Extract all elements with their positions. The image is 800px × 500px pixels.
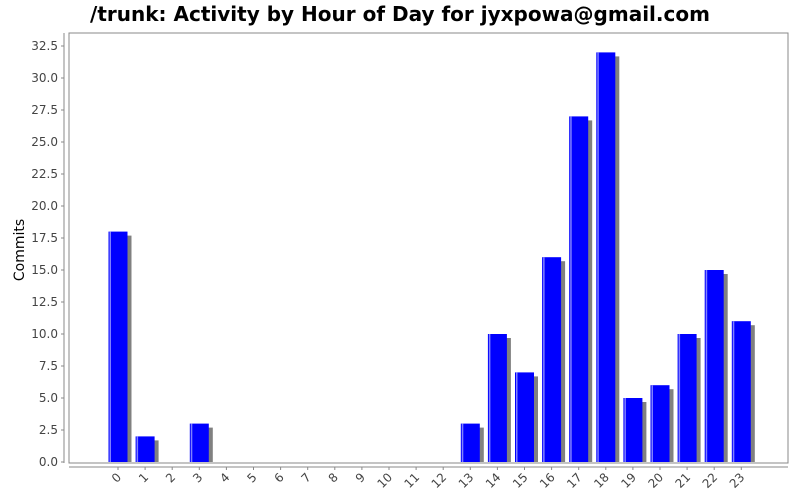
bar bbox=[460, 423, 480, 462]
x-tick-label: 11 bbox=[402, 470, 423, 491]
y-tick-label: 15.0 bbox=[31, 263, 58, 277]
bar-highlight bbox=[570, 116, 572, 463]
bar-highlight bbox=[488, 334, 491, 462]
x-tick-label: 7 bbox=[299, 470, 314, 485]
x-tick-label: 22 bbox=[700, 470, 721, 491]
x-tick-label: 10 bbox=[374, 470, 395, 491]
bar bbox=[623, 398, 643, 462]
y-tick-label: 17.5 bbox=[31, 231, 58, 245]
bar bbox=[542, 257, 562, 462]
bar-highlight bbox=[705, 270, 708, 462]
bar-highlight bbox=[597, 52, 599, 463]
y-tick-label: 5.0 bbox=[39, 391, 58, 405]
bar bbox=[704, 270, 724, 462]
x-tick-label: 21 bbox=[673, 470, 694, 491]
bar bbox=[189, 423, 209, 462]
x-tick-label: 17 bbox=[564, 470, 585, 491]
y-tick-label: 7.5 bbox=[39, 359, 58, 373]
bar-highlight bbox=[516, 372, 518, 462]
x-tick-label: 4 bbox=[217, 470, 232, 485]
x-tick-label: 5 bbox=[244, 470, 259, 485]
x-tick-label: 13 bbox=[456, 470, 477, 491]
bar bbox=[569, 116, 589, 463]
x-axis: 0 1 2 3 4 5 6 7 8 9 10 11 12 13 14 15 16 17 18 19 20 21 22 23 bbox=[69, 466, 788, 491]
bar bbox=[108, 231, 128, 462]
chart-title: /trunk: Activity by Hour of Day for jyxp… bbox=[90, 2, 710, 26]
x-tick-label: 20 bbox=[645, 470, 666, 491]
y-tick-label: 20.0 bbox=[31, 199, 58, 213]
x-tick-label: 6 bbox=[271, 470, 286, 485]
x-tick-label: 8 bbox=[326, 470, 341, 485]
x-tick-label: 2 bbox=[163, 470, 178, 485]
bar bbox=[731, 321, 751, 462]
bar-highlight bbox=[136, 436, 139, 462]
x-tick-label: 12 bbox=[429, 470, 450, 491]
y-tick-label: 30.0 bbox=[31, 71, 58, 85]
y-tick-label: 27.5 bbox=[31, 103, 58, 117]
bar bbox=[135, 436, 155, 462]
bar-highlight bbox=[109, 231, 111, 462]
bars bbox=[108, 52, 755, 463]
bar-highlight bbox=[624, 398, 626, 462]
y-axis: 0.0 2.5 5.0 7.5 10.0 12.5 15.0 17.5 20.0 22.5 25.0… bbox=[31, 33, 65, 469]
x-tick-label: 0 bbox=[109, 470, 124, 485]
bar-highlight bbox=[678, 334, 681, 462]
x-tick-label: 23 bbox=[727, 470, 748, 491]
y-tick-label: 22.5 bbox=[31, 167, 58, 181]
bar bbox=[677, 334, 697, 462]
y-tick-label: 32.5 bbox=[31, 39, 58, 53]
y-axis-label: Commits bbox=[12, 219, 28, 281]
x-tick-label: 15 bbox=[510, 470, 531, 491]
bar bbox=[596, 52, 616, 463]
y-tick-label: 25.0 bbox=[31, 135, 58, 149]
bar bbox=[515, 372, 534, 462]
bar-highlight bbox=[461, 423, 464, 462]
bar-highlight bbox=[543, 257, 545, 462]
bar-highlight bbox=[732, 321, 735, 462]
bar-highlight bbox=[190, 423, 193, 462]
y-tick-label: 2.5 bbox=[39, 423, 58, 437]
x-tick-label: 16 bbox=[537, 470, 558, 491]
y-tick-label: 0.0 bbox=[39, 455, 58, 469]
x-tick-label: 3 bbox=[190, 470, 205, 485]
x-tick-label: 9 bbox=[353, 470, 368, 485]
y-tick-label: 12.5 bbox=[31, 295, 58, 309]
x-tick-label: 14 bbox=[483, 470, 504, 491]
y-tick-label: 10.0 bbox=[31, 327, 58, 341]
x-tick-label: 1 bbox=[136, 470, 151, 485]
bar bbox=[650, 385, 670, 462]
x-tick-label: 19 bbox=[618, 470, 639, 491]
bar bbox=[487, 334, 507, 462]
x-tick-label: 18 bbox=[591, 470, 612, 491]
bar-highlight bbox=[651, 385, 653, 462]
